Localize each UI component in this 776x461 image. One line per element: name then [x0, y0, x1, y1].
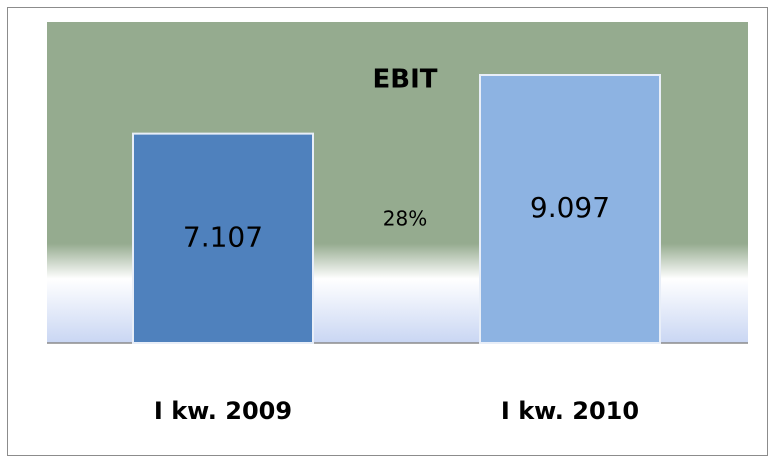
data-label: 9.097	[530, 191, 610, 224]
data-label: 7.107	[183, 220, 263, 253]
bar	[479, 74, 661, 344]
chart-title: EBIT	[373, 65, 438, 95]
annotation: 28%	[383, 207, 427, 231]
bar	[132, 132, 314, 344]
x-tick-label: I kw. 2010	[501, 397, 639, 425]
x-tick-label: I kw. 2009	[154, 397, 292, 425]
